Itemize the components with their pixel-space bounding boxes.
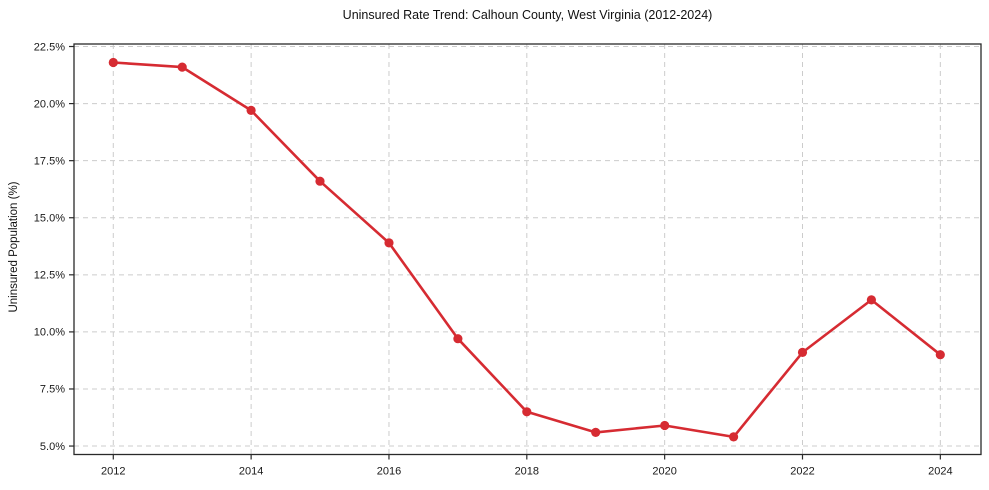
y-tick-label: 20.0% <box>34 98 65 110</box>
y-tick-label: 12.5% <box>34 270 65 282</box>
data-point-marker <box>935 350 945 360</box>
x-tick-label: 2024 <box>928 466 952 478</box>
x-tick-label: 2020 <box>652 466 676 478</box>
data-point-marker <box>246 105 256 115</box>
y-tick-label: 10.0% <box>34 327 65 339</box>
plot-border <box>73 43 982 456</box>
data-point-marker <box>797 347 808 357</box>
y-tick-label: 17.5% <box>34 155 65 167</box>
data-point-marker <box>522 407 532 417</box>
data-point-marker <box>108 57 118 68</box>
data-point-marker <box>866 295 877 305</box>
y-tick-label: 5.0% <box>40 441 65 453</box>
data-point-marker <box>453 334 463 344</box>
y-tick-label: 22.5% <box>34 41 65 53</box>
data-point-marker <box>384 238 394 248</box>
y-axis-title: Uninsured Population (%) <box>8 181 20 313</box>
data-point-marker <box>591 427 601 437</box>
data-point-marker <box>660 420 670 431</box>
chart-title: Uninsured Rate Trend: Calhoun County, We… <box>342 8 713 22</box>
data-point-marker <box>729 432 739 442</box>
data-point-marker <box>177 62 187 72</box>
x-tick-label: 2014 <box>239 466 263 478</box>
data-point-marker <box>315 176 325 186</box>
x-tick-label: 2018 <box>515 466 539 478</box>
x-tick-label: 2012 <box>101 466 125 478</box>
x-tick-label: 2016 <box>377 466 401 478</box>
y-tick-label: 7.5% <box>40 384 65 396</box>
x-tick-label: 2022 <box>790 466 814 478</box>
y-tick-label: 15.0% <box>34 212 65 224</box>
